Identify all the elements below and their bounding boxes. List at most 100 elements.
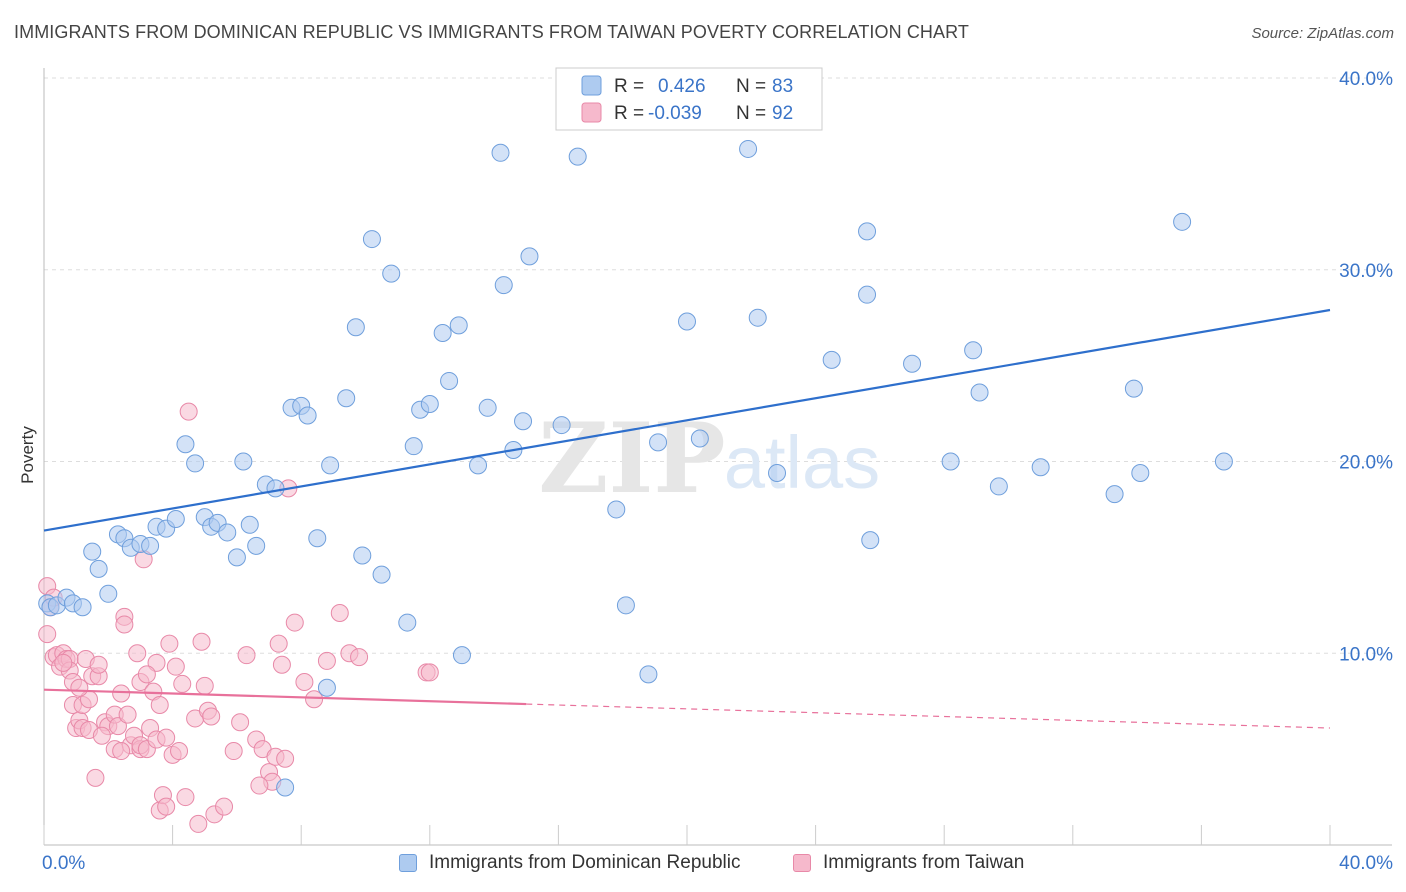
legend-item-dominican: Immigrants from Dominican Republic <box>399 852 741 874</box>
dominican-point <box>739 139 758 158</box>
taiwan-point <box>166 657 185 676</box>
taiwan-point <box>54 653 73 672</box>
taiwan-point <box>38 625 57 644</box>
dominican-point <box>469 456 488 475</box>
dominican-point <box>73 598 92 617</box>
watermark: ZIP atlas <box>538 402 880 515</box>
dominican-point <box>218 523 237 542</box>
taiwan-point <box>147 653 166 672</box>
dominican-point <box>989 477 1008 496</box>
taiwan-trend-line <box>43 688 527 706</box>
taiwan-point <box>224 742 243 761</box>
taiwan-trend-line-dashed <box>526 703 1331 729</box>
taiwan-point <box>118 705 137 724</box>
taiwan-point <box>295 673 314 692</box>
watermark-atlas: atlas <box>724 421 880 504</box>
dominican-point <box>266 479 285 498</box>
taiwan-point <box>317 651 336 670</box>
dominican-point <box>276 778 295 797</box>
taiwan-point <box>330 603 349 622</box>
dominican-trend-line <box>43 308 1331 532</box>
dominican-point <box>1124 379 1143 398</box>
dominican-point <box>649 433 668 452</box>
dominican-point <box>353 546 372 565</box>
y-tick-label: 40.0% <box>1339 69 1393 90</box>
taiwan-point <box>92 726 111 745</box>
legend-label-dominican: Immigrants from Dominican Republic <box>429 852 741 873</box>
dominican-point <box>478 398 497 417</box>
dominican-point <box>858 222 877 241</box>
dominican-point <box>970 383 989 402</box>
legend-r-label: R = <box>614 103 644 124</box>
taiwan-point <box>157 797 176 816</box>
taiwan-point <box>189 814 208 833</box>
taiwan-point <box>215 797 234 816</box>
dominican-point <box>494 276 513 295</box>
dominican-point <box>1131 464 1150 483</box>
dominican-point <box>639 665 658 684</box>
legend-n-label: N = <box>736 103 766 124</box>
dominican-point <box>858 285 877 304</box>
dominican-point <box>491 143 510 162</box>
dominican-point <box>1214 452 1233 471</box>
dominican-point <box>1173 212 1192 231</box>
y-tick-label: 10.0% <box>1339 644 1393 665</box>
dominican-point <box>321 456 340 475</box>
legend-r-label: R = <box>614 76 644 97</box>
taiwan-point <box>115 615 134 634</box>
dominican-point <box>822 350 841 369</box>
taiwan-point <box>269 634 288 653</box>
legend-swatch-dominican <box>399 854 417 872</box>
watermark-zip: ZIP <box>538 402 725 515</box>
taiwan-point <box>285 613 304 632</box>
taiwan-point <box>86 768 105 787</box>
legend-swatch-taiwan <box>793 854 811 872</box>
taiwan-point <box>112 684 131 703</box>
taiwan-points <box>38 402 439 833</box>
dominican-point <box>240 515 259 534</box>
taiwan-point <box>89 655 108 674</box>
legend-n-value: 83 <box>772 76 793 97</box>
taiwan-point <box>202 707 221 726</box>
taiwan-point <box>170 742 189 761</box>
legend-r-value: 0.426 <box>658 76 706 97</box>
dominican-point <box>317 678 336 697</box>
legend-n-label: N = <box>736 76 766 97</box>
dominican-point <box>607 500 626 519</box>
dominican-point <box>433 324 452 343</box>
taiwan-point <box>173 674 192 693</box>
taiwan-point <box>137 665 156 684</box>
dominican-point <box>964 341 983 360</box>
chart-title: IMMIGRANTS FROM DOMINICAN REPUBLIC VS IM… <box>14 22 970 42</box>
taiwan-point <box>192 632 211 651</box>
taiwan-point <box>150 696 169 715</box>
taiwan-point <box>195 676 214 695</box>
dominican-point <box>514 412 533 431</box>
taiwan-point <box>112 742 131 761</box>
y-tick-label: 30.0% <box>1339 261 1393 282</box>
dominican-point <box>166 510 185 529</box>
taiwan-point <box>157 728 176 747</box>
dominican-point <box>141 536 160 555</box>
dominican-point <box>768 464 787 483</box>
dominican-point <box>1031 458 1050 477</box>
taiwan-point <box>179 402 198 421</box>
dominican-point <box>346 318 365 337</box>
dominican-point <box>298 406 317 425</box>
dominican-point <box>452 646 471 665</box>
dominican-point <box>83 542 102 561</box>
dominican-point <box>308 529 327 548</box>
dominican-point <box>398 613 417 632</box>
dominican-point <box>337 389 356 408</box>
x-tick-label: 0.0% <box>42 853 85 874</box>
taiwan-point <box>250 776 269 795</box>
dominican-point <box>941 452 960 471</box>
taiwan-point <box>305 690 324 709</box>
dominican-point <box>382 264 401 283</box>
dominican-point <box>552 416 571 435</box>
taiwan-point <box>70 678 89 697</box>
dominican-point <box>1105 485 1124 504</box>
dominican-point <box>176 435 195 454</box>
taiwan-point <box>176 788 195 807</box>
taiwan-point <box>231 713 250 732</box>
